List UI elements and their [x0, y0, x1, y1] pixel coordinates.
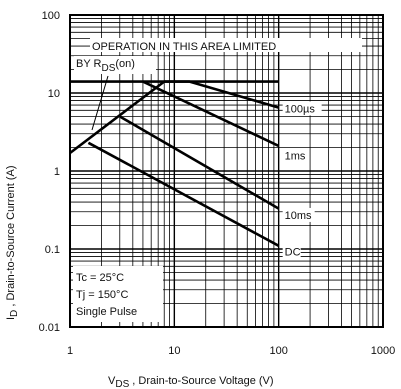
series-group: [69, 80, 280, 247]
x-axis-label-main: V: [108, 375, 116, 387]
x-axis-label: VDS , Drain-to-Source Voltage (V): [108, 375, 274, 389]
y-axis-label-sub: D: [9, 310, 20, 317]
series-label-dc: DC: [285, 247, 301, 259]
y-axis-label-main: I: [5, 317, 17, 320]
y-tick-label: 10: [48, 88, 60, 100]
conditions-box: Tc = 25°C Tj = 150°C Single Pulse: [73, 266, 163, 322]
conditions-bg: [73, 266, 163, 322]
operation-annotation-by: BY R: [76, 58, 102, 70]
y-tick-label: 0.01: [39, 322, 60, 334]
operation-annotation-line2: BY RDS(on): [76, 58, 135, 74]
x-tick-label: 10: [168, 345, 180, 357]
series-label-bg: [282, 101, 322, 116]
operation-annotation-bg2: [74, 56, 156, 74]
operation-annotation-on: (on): [115, 58, 135, 70]
x-axis-label-sub: DS: [115, 379, 129, 389]
x-tick-label: 100: [269, 345, 287, 357]
operation-annotation-line1: OPERATION IN THIS AREA LIMITED: [92, 41, 276, 53]
series-label-10ms: 10ms: [285, 210, 312, 222]
condition-tj: Tj = 150°C: [76, 289, 128, 301]
x-axis-label-rest: , Drain-to-Source Voltage (V): [129, 375, 273, 387]
y-tick-label: 0.1: [45, 244, 60, 256]
y-tick-label: 100: [42, 10, 60, 22]
y-tick-label: 1: [54, 166, 60, 178]
condition-pulse: Single Pulse: [76, 306, 137, 318]
series-line-dc: [87, 141, 280, 247]
y-axis-label-rest: , Drain-to-Source Current (A): [5, 165, 17, 309]
x-tick-label: 1000: [371, 345, 395, 357]
tick-labels: 1 10 100 1000 0.01 0.1 1 10 100: [39, 10, 396, 357]
series-label-bg: [282, 207, 315, 222]
series-label-bg: [282, 244, 301, 259]
series-label-1ms: 1ms: [285, 150, 306, 162]
series-label-bg: [282, 148, 308, 163]
condition-tc: Tc = 25°C: [76, 272, 124, 284]
x-tick-label: 1: [67, 345, 73, 357]
plot-frame: [69, 14, 384, 328]
series-line-10ms: [119, 115, 280, 210]
operation-annotation: OPERATION IN THIS AREA LIMITED BY RDS(on…: [74, 38, 362, 131]
operation-pointer: [91, 75, 109, 131]
y-axis-label: ID , Drain-to-Source Current (A): [5, 165, 20, 320]
series-labels: 100µs 1ms 10ms DC: [282, 101, 322, 259]
operation-annotation-sub: DS: [101, 63, 115, 74]
series-line-1ms: [142, 80, 280, 148]
series-line-rds-on-limit: [69, 80, 165, 155]
series-label-100-s: 100µs: [285, 103, 316, 115]
operation-annotation-bg: [90, 38, 362, 52]
